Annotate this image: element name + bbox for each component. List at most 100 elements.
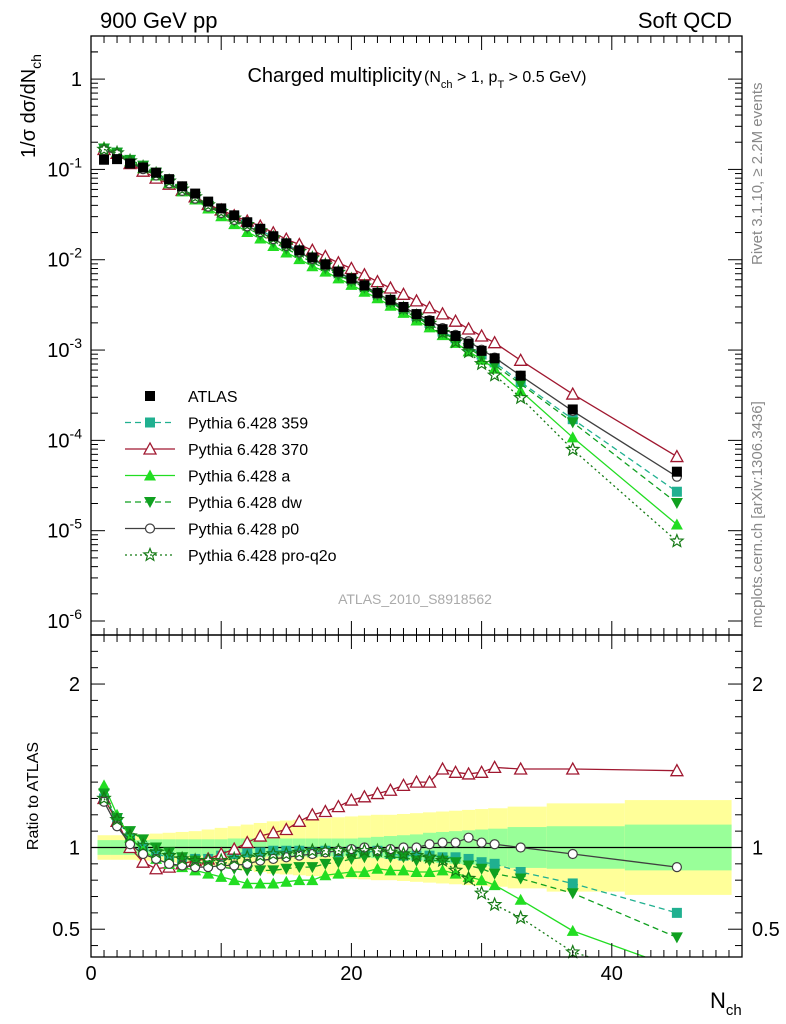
ratio-point-p370 [292, 813, 307, 827]
ratio-point-pq2o [148, 844, 164, 859]
ratio-line-pdw [103, 793, 678, 938]
ratio-point-pq2o [473, 885, 490, 900]
main-point-p370 [513, 352, 528, 366]
data-point-atlas [489, 353, 500, 364]
ratio-line-pp0 [103, 801, 677, 868]
main-point-p370 [370, 274, 385, 288]
ratio-point-pq2o [408, 847, 425, 863]
data-point-atlas [411, 309, 422, 320]
main-point-pq2o [460, 343, 477, 359]
ratio-point-pa [345, 866, 358, 878]
data-point-atlas [255, 223, 266, 234]
ratio-point-p359 [489, 858, 500, 869]
ratio-point-pq2o [239, 849, 255, 864]
data-point-atlas [567, 404, 578, 415]
ratio-point-pq2o [434, 852, 451, 868]
y-axis-label-main: 1/σ dσ/dNch [18, 54, 44, 158]
data-point-atlas [450, 331, 461, 342]
legend-label: Pythia 6.428 p0 [188, 522, 299, 539]
y-tick-label-main: 10-2 [47, 245, 82, 272]
y-axis-label-ratio: Ratio to ATLAS [25, 742, 42, 850]
ratio-point-pa [280, 875, 293, 887]
ratio-point-pp0 [255, 855, 266, 866]
data-point-atlas [151, 167, 162, 178]
legend: ATLAS Pythia 6.428 359 Pythia 6.428 370 Pyt… [125, 389, 337, 565]
y-tick-label-ratio: 2 [69, 674, 80, 696]
legend-entry: Pythia 6.428 dw [125, 495, 302, 512]
ratio-point-p370 [266, 825, 281, 839]
ratio-point-pa [202, 867, 215, 879]
data-point-atlas [112, 154, 123, 165]
ratio-point-pa [267, 877, 280, 889]
ratio-point-p359 [268, 845, 279, 856]
side-label-bottom: mcplots.cern.ch [arXiv:1306.3436] [749, 401, 766, 628]
title-suffix: (Nch > 1, pT > 0.5 GeV) [424, 69, 586, 91]
data-point-atlas [177, 181, 188, 192]
ratio-point-pa [475, 874, 488, 886]
ratio-point-pdw [332, 857, 345, 869]
ratio-point-p370 [669, 763, 684, 777]
y-tick-label-main: 10-3 [47, 335, 82, 362]
ratio-point-pq2o [382, 844, 399, 859]
legend-entry: Pythia 6.428 a [125, 469, 290, 486]
ratio-point-pp0 [450, 837, 461, 848]
ratio-point-pa [215, 870, 228, 882]
ratio-point-p359 [463, 853, 474, 864]
ratio-point-pq2o [109, 811, 125, 827]
main-point-pq2o [512, 389, 529, 405]
ratio-point-pa [566, 924, 579, 936]
legend-entry: Pythia 6.428 359 [125, 416, 308, 433]
data-point-atlas [190, 188, 201, 199]
main-point-p370 [448, 313, 463, 327]
header-right: Soft QCD [638, 8, 732, 33]
y-tick-label-main: 10-5 [47, 516, 82, 543]
ratio-line-p359 [103, 798, 678, 914]
main-point-pdw [566, 417, 579, 429]
ratio-point-pdw [514, 873, 527, 885]
ratio-point-p370 [513, 761, 528, 775]
ratio-point-pdw [306, 862, 319, 874]
ratio-point-p370 [409, 774, 424, 788]
main-point-p370 [396, 286, 411, 300]
ratio-point-pq2o [369, 842, 386, 858]
data-point-atlas [359, 280, 370, 291]
ratio-point-pp0 [567, 848, 578, 860]
ratio-point-pdw [254, 865, 267, 877]
ratio-point-pdw [124, 826, 137, 838]
ratio-point-pp0 [489, 839, 500, 850]
ratio-point-pa [436, 864, 449, 876]
ratio-point-p370 [305, 807, 320, 821]
main-point-p370 [565, 386, 580, 400]
ratio-point-pp0 [515, 842, 526, 853]
ratio-point-pp0 [476, 837, 487, 848]
data-point-atlas [294, 245, 305, 256]
ratio-point-pp0 [424, 839, 435, 850]
data-point-atlas [229, 210, 240, 221]
ratio-point-pq2o [122, 827, 138, 843]
ratio-point-pq2o [512, 909, 529, 925]
data-point-atlas [138, 162, 149, 173]
x-tick-label: 20 [340, 963, 362, 985]
ratio-point-p370 [149, 861, 164, 875]
ratio-point-pdw [319, 858, 332, 870]
ratio-point-pa [371, 862, 384, 874]
ratio-point-pp0 [164, 858, 175, 869]
legend-entry: Pythia 6.428 370 [125, 441, 308, 459]
ratio-point-pq2o [330, 842, 347, 858]
data-point-atlas [333, 266, 344, 277]
ratio-point-p370 [331, 799, 346, 813]
main-point-p370 [474, 328, 489, 342]
data-point-atlas [372, 287, 383, 298]
legend-entry: ATLAS [145, 389, 238, 406]
ratio-point-pa [306, 874, 319, 886]
data-point-atlas [307, 252, 318, 263]
y-tick-label-main: 10-4 [47, 425, 82, 452]
ratio-point-pdw [488, 868, 501, 880]
ratio-point-p359 [255, 847, 266, 858]
data-point-atlas [203, 196, 214, 207]
ratio-point-p370 [240, 835, 255, 849]
ratio-point-pdw [241, 865, 254, 877]
data-point-atlas [476, 345, 487, 356]
ratio-point-pq2o [421, 849, 438, 864]
ratio-point-pq2o [486, 896, 503, 912]
